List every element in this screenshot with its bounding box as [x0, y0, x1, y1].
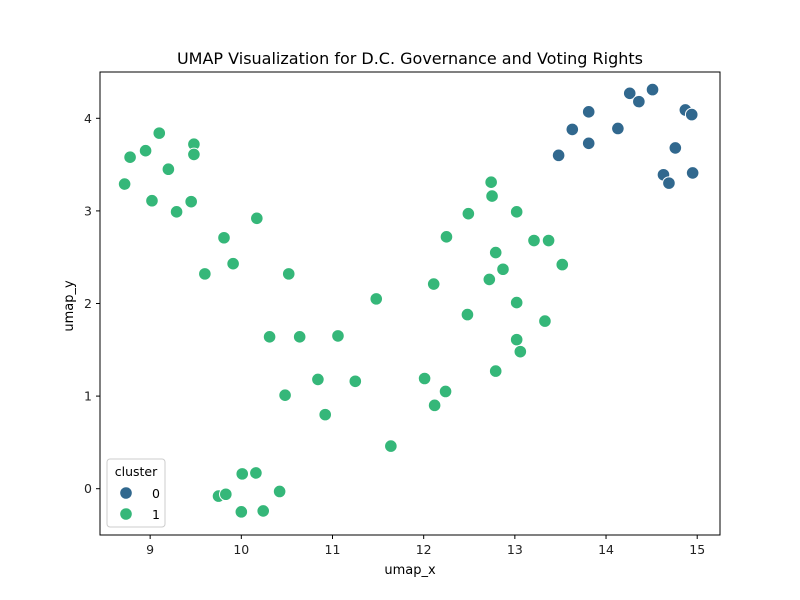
data-point [250, 211, 264, 226]
data-point [622, 86, 637, 101]
data-point [509, 295, 524, 310]
data-point [488, 245, 503, 260]
y-tick-label: 1 [84, 389, 92, 404]
legend-marker [119, 507, 133, 521]
x-tick-label: 10 [233, 542, 249, 557]
data-point [632, 94, 646, 109]
data-point [249, 466, 263, 480]
data-point [541, 233, 556, 248]
data-point [219, 487, 233, 502]
legend: cluster 0 1 [106, 458, 166, 528]
x-tick-label: 15 [689, 542, 705, 557]
legend-label: 1 [152, 507, 160, 522]
data-point [439, 230, 454, 244]
data-point [527, 233, 541, 248]
chart-title: UMAP Visualization for D.C. Governance a… [177, 49, 643, 68]
data-point [461, 206, 476, 221]
x-tick-label: 11 [325, 542, 341, 557]
data-point [460, 307, 475, 322]
data-point [198, 267, 212, 281]
data-point [384, 439, 398, 453]
legend-title: cluster [115, 464, 158, 479]
data-point [484, 175, 498, 189]
series-cluster-1 [117, 126, 570, 519]
data-point [281, 267, 296, 281]
data-point [138, 143, 153, 158]
data-point [581, 105, 596, 119]
series-cluster-0 [551, 82, 700, 190]
data-point [496, 262, 510, 277]
data-point [161, 162, 176, 177]
data-point [348, 374, 363, 389]
data-point [184, 194, 198, 209]
data-point [538, 314, 552, 328]
data-point [235, 467, 250, 481]
y-tick-label: 4 [84, 111, 92, 126]
data-point [234, 505, 249, 519]
data-point [509, 205, 524, 219]
data-point [169, 205, 184, 219]
data-point [278, 388, 292, 402]
data-point [331, 329, 345, 343]
data-point [256, 504, 271, 518]
data-point [611, 121, 625, 136]
data-point [318, 407, 333, 422]
data-point [117, 177, 132, 191]
data-point [555, 257, 570, 272]
x-tick-label: 14 [598, 542, 614, 557]
x-tick-label: 12 [416, 542, 432, 557]
x-axis-label: umap_x [384, 563, 436, 578]
data-point [123, 150, 137, 164]
y-axis-label: umap_y [62, 280, 77, 332]
data-point [509, 332, 524, 347]
data-point [226, 256, 240, 271]
data-point [145, 193, 159, 208]
data-point [685, 166, 700, 180]
plot-area [117, 82, 700, 519]
data-point [417, 371, 432, 386]
legend-marker [119, 486, 133, 500]
legend-label: 0 [152, 486, 160, 501]
data-point [513, 344, 528, 359]
data-point [438, 384, 453, 399]
data-point [482, 272, 497, 287]
data-point [217, 230, 231, 245]
data-point [427, 398, 442, 413]
data-point [684, 107, 699, 122]
data-point [662, 176, 676, 190]
data-point [645, 82, 660, 97]
data-point [152, 126, 167, 140]
data-point [187, 147, 201, 162]
data-point [565, 122, 580, 137]
data-point [485, 189, 499, 203]
data-point [551, 148, 566, 163]
y-tick-label: 0 [84, 481, 92, 496]
data-point [292, 330, 307, 344]
data-point [262, 330, 277, 344]
data-point [311, 372, 325, 387]
data-point [668, 141, 683, 155]
y-tick-label: 3 [84, 203, 92, 218]
data-point [272, 484, 287, 499]
data-point [581, 136, 596, 151]
data-point [488, 364, 503, 378]
y-tick-label: 2 [84, 296, 92, 311]
x-tick-label: 9 [146, 542, 154, 557]
data-point [369, 292, 384, 306]
x-tick-label: 13 [507, 542, 523, 557]
data-point [426, 277, 441, 291]
